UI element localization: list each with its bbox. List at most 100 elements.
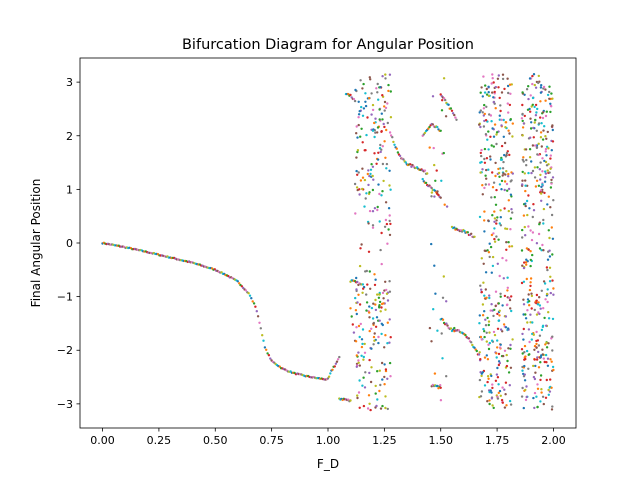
data-point [539,374,543,377]
data-point [552,287,555,290]
data-point [487,183,491,186]
data-point [533,83,536,87]
data-point [384,218,388,222]
data-point [546,169,549,172]
data-point [544,114,548,118]
data-point [525,258,528,261]
data-point [365,309,368,312]
data-point [529,277,533,280]
data-point [500,144,504,148]
data-point [538,304,542,307]
data-point [545,266,549,269]
data-point [521,369,524,372]
data-point [378,389,381,393]
data-point [523,93,526,97]
data-point [439,93,442,96]
data-point [499,292,502,295]
data-point [377,98,380,101]
data-point [471,343,474,347]
data-point [544,150,547,153]
data-point [549,167,552,170]
data-point [523,344,527,348]
data-point [547,311,550,314]
data-point [543,125,546,128]
x-tick-label: 0.25 [147,434,172,447]
data-point [536,356,539,359]
data-point [550,226,553,229]
data-point [501,256,504,260]
data-point [483,230,486,233]
data-point [537,344,541,347]
data-point [509,366,513,369]
data-point [527,353,530,356]
data-point [363,386,367,389]
data-point [375,316,379,319]
data-point [247,292,250,295]
data-point [537,142,540,145]
data-point [497,74,500,77]
data-point [551,140,555,143]
data-point [507,199,510,202]
data-point [521,170,524,174]
data-point [358,364,361,367]
data-point [550,182,553,185]
data-point [453,113,456,117]
data-point [550,213,554,217]
data-point [359,135,362,138]
data-point [385,288,388,292]
data-point [368,76,371,79]
data-point [357,391,361,394]
data-point [547,147,550,150]
data-point [492,96,495,99]
data-point [527,367,530,370]
data-point [382,122,385,126]
data-point [545,378,548,382]
data-point [541,116,545,120]
data-point [543,159,546,163]
data-point [483,157,486,161]
data-point [524,388,527,392]
data-point [360,243,363,246]
data-point [498,222,501,225]
data-point [480,148,483,152]
data-point [367,394,371,397]
data-point [528,77,532,80]
data-point [532,375,536,379]
data-point [477,353,481,356]
data-point [437,193,440,197]
data-point [548,390,552,393]
data-point [497,360,501,363]
data-point [535,342,538,346]
data-point [386,102,389,105]
data-point [492,181,496,184]
data-point [498,183,502,186]
data-point [371,226,375,229]
data-point [482,125,486,128]
data-point [365,192,368,195]
data-point [386,121,389,125]
data-point [441,296,445,299]
data-point [441,99,444,102]
data-point [546,93,550,97]
data-point [376,293,379,296]
data-point [492,145,495,148]
data-point [522,298,525,301]
data-point [362,376,365,379]
data-point [435,192,439,195]
data-point [523,358,526,361]
data-point [541,157,544,160]
data-point [491,127,494,130]
data-point [338,355,341,359]
data-point [489,158,492,161]
data-point [531,82,534,86]
data-point [543,180,547,183]
data-point [356,136,359,139]
data-point [509,193,513,196]
data-point [545,110,548,113]
data-point [487,168,490,171]
data-point [484,133,488,136]
data-point [384,77,387,80]
data-point [358,193,361,196]
data-point [454,116,457,119]
data-point [497,238,500,241]
